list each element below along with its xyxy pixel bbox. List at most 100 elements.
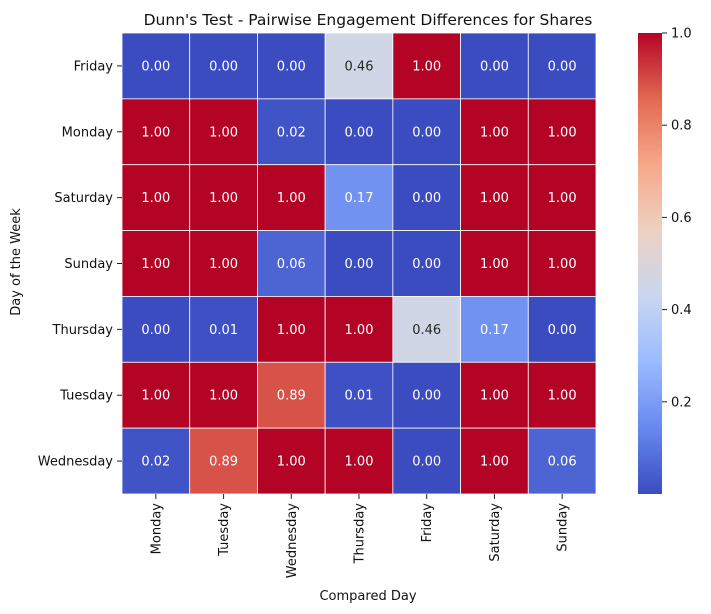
y-tick-label: Wednesday	[38, 455, 114, 470]
cell-value-label: 1.00	[412, 59, 441, 74]
cell-value-label: 1.00	[209, 389, 238, 404]
x-tick-label: Saturday	[488, 503, 503, 562]
heatmap-cell	[257, 98, 326, 166]
cell-value-label: 0.00	[548, 323, 577, 338]
colorbar-tick-label: 0.2	[671, 395, 692, 410]
cell-value-label: 0.00	[412, 455, 441, 470]
y-tick-label: Tuesday	[59, 389, 113, 404]
y-axis: Friday Monday Saturday Sunday Thursday Tuesda…	[38, 59, 122, 470]
y-tick-label: Friday	[74, 59, 114, 74]
cell-value-label: 1.00	[480, 257, 509, 272]
x-tick-label: Tuesday	[217, 503, 232, 557]
y-axis-label: Day of the Week	[9, 208, 24, 316]
heatmap-cell	[527, 98, 597, 166]
heatmap-cell	[257, 361, 326, 429]
colorbar-tick-label: 0.8	[671, 119, 692, 134]
x-axis: Monday Tuesday Wednesday Thursday Friday Satu…	[149, 494, 571, 579]
colorbar-gradient	[638, 33, 662, 494]
y-tick-label: Monday	[62, 125, 114, 140]
cell-value-label: 1.00	[209, 191, 238, 206]
x-tick-label: Thursday	[353, 503, 368, 565]
cell-value-label: 1.00	[141, 257, 170, 272]
colorbar-tick-label: 1.0	[671, 27, 692, 42]
heatmap-cell	[527, 296, 597, 363]
cell-value-label: 1.00	[345, 323, 374, 338]
heatmap-cell	[460, 427, 529, 495]
cell-value-label: 1.00	[209, 125, 238, 140]
cell-value-label: 0.00	[480, 59, 509, 74]
colorbar-tick-label: 0.6	[671, 211, 692, 226]
cell-value-label: 0.00	[412, 389, 441, 404]
y-tick-label: Saturday	[54, 191, 113, 206]
heatmap-cell	[392, 164, 461, 231]
cell-value-label: 0.17	[345, 191, 374, 206]
heatmap-cell	[527, 164, 597, 231]
cell-value-label: 1.00	[548, 191, 577, 206]
heatmap-cell	[392, 32, 461, 100]
cell-value-label: 0.46	[412, 323, 441, 338]
cell-value-label: 0.02	[141, 455, 170, 470]
heatmap-cell	[324, 230, 394, 297]
cell-value-label: 0.02	[277, 125, 306, 140]
y-tick-label: Thursday	[52, 323, 114, 338]
heatmap-cell	[257, 427, 326, 495]
cell-value-label: 1.00	[548, 125, 577, 140]
heatmap-cell	[257, 32, 326, 100]
heatmap-cell	[460, 230, 529, 297]
cell-value-label: 1.00	[141, 191, 170, 206]
cell-value-label: 1.00	[141, 125, 170, 140]
heatmap-cell	[392, 98, 461, 166]
x-axis-label: Compared Day	[319, 589, 416, 604]
cell-value-label: 1.00	[480, 455, 509, 470]
heatmap-cell	[189, 230, 258, 297]
heatmap-cell	[121, 296, 191, 363]
cell-value-label: 1.00	[209, 257, 238, 272]
cell-value-label: 0.00	[412, 191, 441, 206]
cell-value-label: 0.00	[345, 125, 374, 140]
cell-value-label: 0.00	[412, 257, 441, 272]
cell-value-label: 0.00	[141, 323, 170, 338]
heatmap-cell	[121, 32, 191, 100]
cell-value-label: 1.00	[277, 455, 306, 470]
cell-value-label: 0.06	[277, 257, 306, 272]
cell-value-label: 0.06	[548, 455, 577, 470]
heatmap-cell	[324, 361, 394, 429]
heatmap-cell	[324, 164, 394, 231]
cell-value-label: 1.00	[480, 125, 509, 140]
heatmap-cell	[527, 361, 597, 429]
cell-value-label: 0.00	[548, 59, 577, 74]
heatmap-cell	[121, 230, 191, 297]
cell-value-label: 0.89	[277, 389, 306, 404]
cell-value-label: 0.00	[209, 59, 238, 74]
cell-value-label: 1.00	[141, 389, 170, 404]
cell-value-label: 0.01	[209, 323, 238, 338]
heatmap-cells: 0.00 0.00 0.00 0.46 1.00 0.00 0.00 1.00 1.00 0.02…	[121, 32, 597, 495]
heatmap-cell	[257, 164, 326, 231]
cell-value-label: 0.46	[345, 59, 374, 74]
heatmap-cell	[392, 361, 461, 429]
x-tick-label: Friday	[420, 503, 435, 543]
x-tick-label: Wednesday	[285, 503, 300, 579]
cell-value-label: 0.00	[277, 59, 306, 74]
cell-value-label: 1.00	[548, 389, 577, 404]
heatmap-cell	[189, 32, 258, 100]
heatmap-cell	[189, 164, 258, 231]
cell-value-label: 0.89	[209, 455, 238, 470]
cell-value-label: 1.00	[277, 323, 306, 338]
cell-value-label: 1.00	[480, 191, 509, 206]
cell-value-label: 0.17	[480, 323, 509, 338]
cell-value-label: 1.00	[277, 191, 306, 206]
x-tick-label: Sunday	[556, 503, 571, 552]
heatmap-cell	[392, 427, 461, 495]
cell-value-label: 1.00	[480, 389, 509, 404]
y-tick-label: Sunday	[64, 257, 113, 272]
heatmap-cell	[257, 296, 326, 363]
heatmap-cell	[460, 32, 529, 100]
cell-value-label: 1.00	[345, 455, 374, 470]
heatmap-cell	[324, 427, 394, 495]
heatmap-cell	[121, 361, 191, 429]
cell-value-label: 0.00	[141, 59, 170, 74]
colorbar-tick-label: 0.4	[671, 303, 692, 318]
cell-value-label: 0.00	[345, 257, 374, 272]
